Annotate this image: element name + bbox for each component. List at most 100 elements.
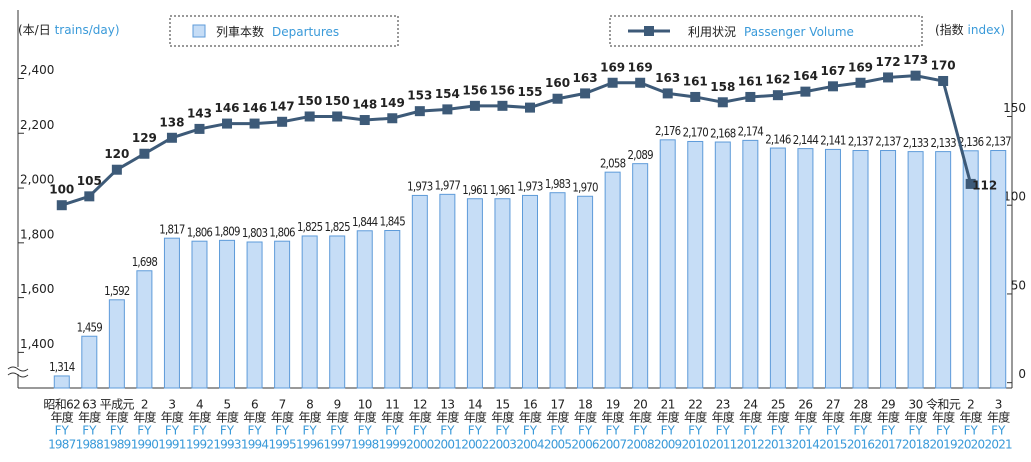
x-tick-label: 1996 bbox=[296, 438, 324, 452]
bar bbox=[136, 270, 153, 389]
x-tick-label: 平成元 bbox=[100, 398, 135, 412]
line-marker bbox=[497, 100, 508, 111]
line-value-label: 167 bbox=[820, 64, 845, 78]
x-tick-label: 1995 bbox=[268, 438, 296, 452]
bar-value-label: 2,174 bbox=[738, 125, 764, 139]
line-value-label: 162 bbox=[765, 73, 790, 87]
bar-value-label: 1,970 bbox=[572, 181, 598, 195]
bar-value-label: 1,806 bbox=[269, 226, 295, 240]
bar-value-label: 2,133 bbox=[930, 136, 956, 150]
line-marker bbox=[938, 75, 949, 86]
x-tick-label: 63 bbox=[82, 398, 96, 412]
x-tick-label: FY bbox=[165, 424, 180, 438]
line-value-label: 105 bbox=[77, 174, 102, 188]
bar bbox=[411, 194, 428, 389]
bar-value-label: 1,825 bbox=[297, 220, 323, 234]
x-tick-label: 17 bbox=[551, 398, 565, 412]
x-tick-label: FY bbox=[578, 424, 593, 438]
x-tick-label: 1992 bbox=[186, 438, 214, 452]
line-marker bbox=[965, 178, 976, 189]
x-tick-label: 7 bbox=[279, 398, 286, 412]
line-value-label: 156 bbox=[462, 83, 487, 97]
line-value-label: 161 bbox=[738, 74, 763, 88]
line-marker bbox=[690, 91, 701, 102]
x-tick-label: 2006 bbox=[571, 438, 599, 452]
y-tick-label: 2,200 bbox=[20, 118, 54, 132]
x-tick-label: 2001 bbox=[434, 438, 462, 452]
bar bbox=[824, 148, 841, 389]
x-tick-label: FY bbox=[716, 424, 731, 438]
line-value-label: 148 bbox=[352, 98, 377, 112]
line-value-label: 160 bbox=[545, 76, 570, 90]
x-tick-label: 1994 bbox=[241, 438, 269, 452]
bar bbox=[604, 171, 621, 389]
x-tick-label: FY bbox=[468, 424, 483, 438]
legend-label: 列車本数 Departures bbox=[216, 24, 339, 39]
x-tick-label: 令和元 bbox=[926, 397, 961, 412]
line-marker bbox=[277, 116, 288, 127]
bar-value-label: 1,698 bbox=[132, 255, 158, 269]
line-marker bbox=[249, 118, 260, 129]
x-tick-label: 23 bbox=[716, 398, 730, 412]
line-marker bbox=[662, 88, 673, 99]
line-value-label: 169 bbox=[628, 60, 653, 74]
bar bbox=[274, 240, 291, 389]
line-value-label: 170 bbox=[931, 58, 956, 72]
line-marker bbox=[166, 132, 177, 143]
y2-tick-label: 150 bbox=[1003, 101, 1026, 115]
bar-value-label: 2,137 bbox=[986, 135, 1012, 149]
line-value-label: 143 bbox=[187, 106, 212, 120]
line bbox=[61, 74, 973, 207]
line-value-label: 154 bbox=[435, 87, 460, 101]
x-tick-label: FY bbox=[440, 424, 455, 438]
x-tick-label: 1987 bbox=[48, 438, 76, 452]
bar-value-label: 2,089 bbox=[627, 148, 653, 162]
line-marker bbox=[717, 97, 728, 108]
x-tick-label: 9 bbox=[334, 398, 341, 412]
x-tick-label: 3 bbox=[168, 398, 175, 412]
y-tick-label: 1,600 bbox=[20, 282, 54, 296]
legend-swatch bbox=[644, 26, 654, 36]
bar bbox=[384, 230, 401, 389]
x-tick-label: 2011 bbox=[709, 438, 737, 452]
x-tick-label: 年度 bbox=[161, 410, 184, 425]
x-tick-label: 年度 bbox=[959, 410, 982, 425]
bar-value-label: 2,137 bbox=[848, 135, 874, 149]
line-value-label: 164 bbox=[793, 69, 818, 83]
x-tick-label: 年度 bbox=[78, 410, 101, 425]
x-tick-label: 年度 bbox=[629, 410, 652, 425]
legend-label: Departures bbox=[272, 25, 339, 39]
legend-box bbox=[169, 15, 399, 47]
bar bbox=[797, 148, 814, 389]
x-tick-label: FY bbox=[853, 424, 868, 438]
bar bbox=[301, 235, 318, 389]
bar bbox=[53, 375, 70, 389]
y-tick-label: 1,800 bbox=[20, 227, 54, 241]
x-tick-label: 2015 bbox=[819, 438, 847, 452]
line-value-label: 163 bbox=[655, 71, 680, 85]
x-tick-label: FY bbox=[606, 424, 621, 438]
x-tick-label: 昭和62 bbox=[43, 398, 80, 412]
line-marker bbox=[855, 77, 866, 88]
x-tick-label: 年度 bbox=[133, 410, 156, 425]
legend-label: 利用状況 Passenger Volume bbox=[688, 24, 854, 39]
line-marker bbox=[469, 100, 480, 111]
line-marker bbox=[580, 88, 591, 99]
line-value-label: 150 bbox=[297, 94, 322, 108]
line-value-label: 100 bbox=[49, 183, 74, 197]
x-tick-label: 1997 bbox=[324, 438, 352, 452]
line-marker bbox=[304, 111, 315, 122]
x-tick-label: 年度 bbox=[601, 410, 624, 425]
x-tick-label: 1989 bbox=[103, 438, 131, 452]
line-value-label: 169 bbox=[848, 60, 873, 74]
bar-value-label: 1,459 bbox=[77, 321, 103, 335]
x-tick-label: 年度 bbox=[491, 410, 514, 425]
x-tick-label: 25 bbox=[771, 398, 785, 412]
x-tick-label: FY bbox=[275, 424, 290, 438]
x-tick-label: 年度 bbox=[51, 410, 74, 425]
bar-value-label: 2,058 bbox=[600, 157, 626, 171]
x-tick-label: 2000 bbox=[406, 438, 434, 452]
bar bbox=[880, 150, 897, 389]
x-tick-label: 12 bbox=[413, 398, 427, 412]
